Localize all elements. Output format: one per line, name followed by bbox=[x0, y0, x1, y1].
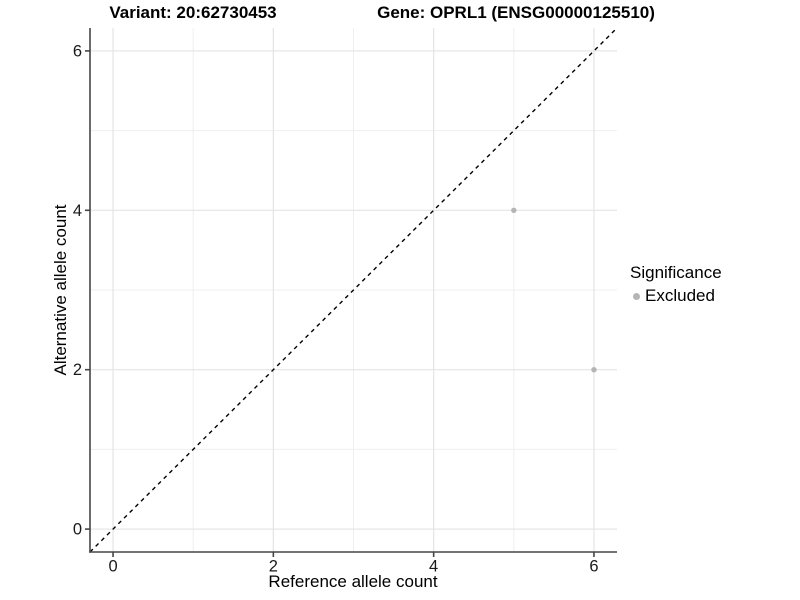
excluded-point-icon bbox=[633, 292, 640, 300]
y-tick-label: 2 bbox=[73, 361, 82, 379]
x-tick-label: 6 bbox=[589, 558, 598, 576]
legend: Significance Excluded bbox=[630, 263, 722, 306]
x-axis-title: Reference allele count bbox=[268, 572, 438, 591]
y-tick-label: 0 bbox=[73, 521, 82, 539]
legend-item-excluded: Excluded bbox=[630, 286, 722, 306]
y-axis-title: Alternative allele count bbox=[51, 204, 70, 376]
x-tick-label: 0 bbox=[108, 558, 117, 576]
gene-title: Gene: OPRL1 (ENSG00000125510) bbox=[377, 3, 655, 22]
x-tick-label: 4 bbox=[429, 558, 438, 576]
data-point bbox=[591, 366, 597, 373]
data-point bbox=[511, 207, 517, 214]
y-tick-label: 6 bbox=[73, 42, 82, 60]
legend-title: Significance bbox=[630, 263, 722, 282]
legend-item-label: Excluded bbox=[645, 286, 715, 305]
x-tick-label: 2 bbox=[269, 558, 278, 576]
identity-line bbox=[89, 27, 618, 553]
variant-title: Variant: 20:62730453 bbox=[109, 3, 277, 22]
y-tick-label: 4 bbox=[73, 202, 82, 220]
